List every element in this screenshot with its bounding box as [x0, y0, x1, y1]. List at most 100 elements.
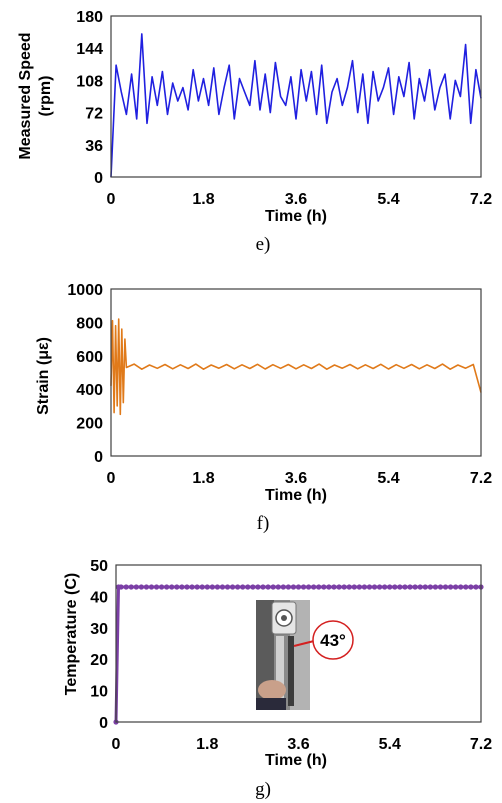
x-tick-label: 5.4 — [379, 736, 401, 753]
data-point — [229, 584, 236, 590]
data-point — [316, 584, 322, 590]
data-point — [321, 584, 327, 590]
y-tick-label: 400 — [76, 382, 103, 399]
y-tick-label: 600 — [76, 349, 103, 366]
y-tick-labels: 0 36 72 108 144 180 — [76, 9, 103, 187]
y-tick-label: 0 — [94, 170, 103, 187]
caption-g: g) — [255, 779, 271, 800]
plot-area — [113, 584, 484, 725]
data-point — [133, 584, 139, 590]
data-point — [285, 584, 291, 590]
x-tick-label: 0 — [107, 470, 116, 487]
data-point — [219, 584, 226, 590]
x-axis-label: Time (h) — [265, 208, 327, 225]
data-point — [204, 584, 210, 590]
data-point — [351, 584, 357, 590]
data-point — [356, 584, 362, 590]
data-point — [366, 584, 373, 590]
data-point — [280, 584, 286, 590]
data-point — [240, 584, 246, 590]
data-point — [255, 584, 261, 590]
data-point — [138, 584, 144, 590]
x-tick-label: 7.2 — [470, 191, 492, 208]
x-tick-label: 3.6 — [285, 470, 307, 487]
data-point — [169, 584, 175, 590]
data-point — [437, 584, 444, 590]
data-point — [387, 584, 393, 590]
y-tick-label: 50 — [90, 558, 108, 575]
data-point — [194, 584, 200, 590]
plot-area — [110, 33, 482, 178]
y-tick-label: 144 — [76, 41, 103, 58]
data-point — [199, 584, 205, 590]
data-point — [179, 584, 185, 590]
y-tick-label: 200 — [76, 416, 103, 433]
annotation-label: 43° — [320, 631, 346, 650]
y-tick-labels: 0 10 20 30 40 50 — [90, 558, 108, 732]
data-point — [382, 584, 388, 590]
y-tick-label: 180 — [76, 9, 103, 26]
y-tick-label: 1000 — [67, 282, 103, 299]
y-tick-label: 108 — [76, 73, 103, 90]
data-point — [453, 584, 459, 590]
y-tick-label: 20 — [90, 652, 108, 669]
y-tick-label: 800 — [76, 315, 103, 332]
plot-frame — [110, 288, 482, 457]
y-tick-label: 30 — [90, 621, 108, 638]
data-point — [442, 584, 449, 590]
data-point — [397, 584, 403, 590]
y-axis-label-line: Measured Speed — [17, 32, 34, 159]
y-tick-label: 0 — [99, 715, 108, 732]
caption-f: f) — [257, 513, 270, 534]
y-tick-label: 0 — [94, 449, 103, 466]
x-tick-label: 0 — [107, 191, 116, 208]
data-point — [331, 584, 337, 590]
data-point — [189, 584, 195, 590]
data-point — [128, 584, 134, 590]
x-tick-labels: 0 1.8 3.6 5.4 7.2 — [107, 470, 493, 487]
data-point — [300, 584, 307, 590]
x-tick-labels: 0 1.8 3.6 5.4 7.2 — [112, 736, 493, 753]
y-axis-label: Measured Speed (rpm) — [17, 32, 54, 159]
data-point — [159, 584, 165, 590]
x-tick-label: 1.8 — [196, 736, 218, 753]
series-line — [110, 318, 482, 416]
y-axis-label: Temperature (C) — [63, 573, 80, 695]
data-point — [336, 584, 342, 590]
y-tick-labels: 0 200 400 600 800 1000 — [67, 282, 103, 466]
y-tick-label: 36 — [85, 138, 103, 155]
data-point — [402, 584, 408, 590]
data-point — [245, 584, 251, 590]
x-tick-label: 3.6 — [287, 736, 309, 753]
data-point — [473, 584, 479, 590]
annotation-circle — [312, 620, 354, 660]
y-axis-label: Strain (με) — [35, 337, 52, 415]
plot-area — [110, 318, 482, 416]
data-point — [214, 584, 220, 590]
data-point — [184, 584, 190, 590]
caption-e: e) — [256, 234, 271, 255]
data-point — [209, 584, 215, 590]
plot-frame — [110, 15, 482, 178]
data-point — [174, 584, 180, 590]
data-point — [458, 584, 464, 590]
inset-photo — [256, 600, 310, 710]
data-point — [326, 584, 332, 590]
data-point — [463, 584, 469, 590]
data-point — [468, 584, 474, 590]
plot-frame — [115, 564, 482, 723]
data-point — [427, 584, 433, 590]
data-point — [148, 584, 155, 590]
y-tick-label: 10 — [90, 684, 108, 701]
y-tick-label: 72 — [85, 106, 103, 123]
data-point — [392, 584, 398, 590]
panel-f: Strain (με) 0 200 400 600 800 1000 0 1.8 3.6 5.4… — [35, 282, 492, 534]
data-point — [275, 584, 281, 590]
data-point — [422, 584, 428, 590]
x-tick-label: 5.4 — [377, 191, 399, 208]
data-point — [412, 584, 418, 590]
x-axis-label: Time (h) — [265, 487, 327, 504]
data-point — [371, 584, 378, 590]
data-point — [123, 584, 129, 590]
